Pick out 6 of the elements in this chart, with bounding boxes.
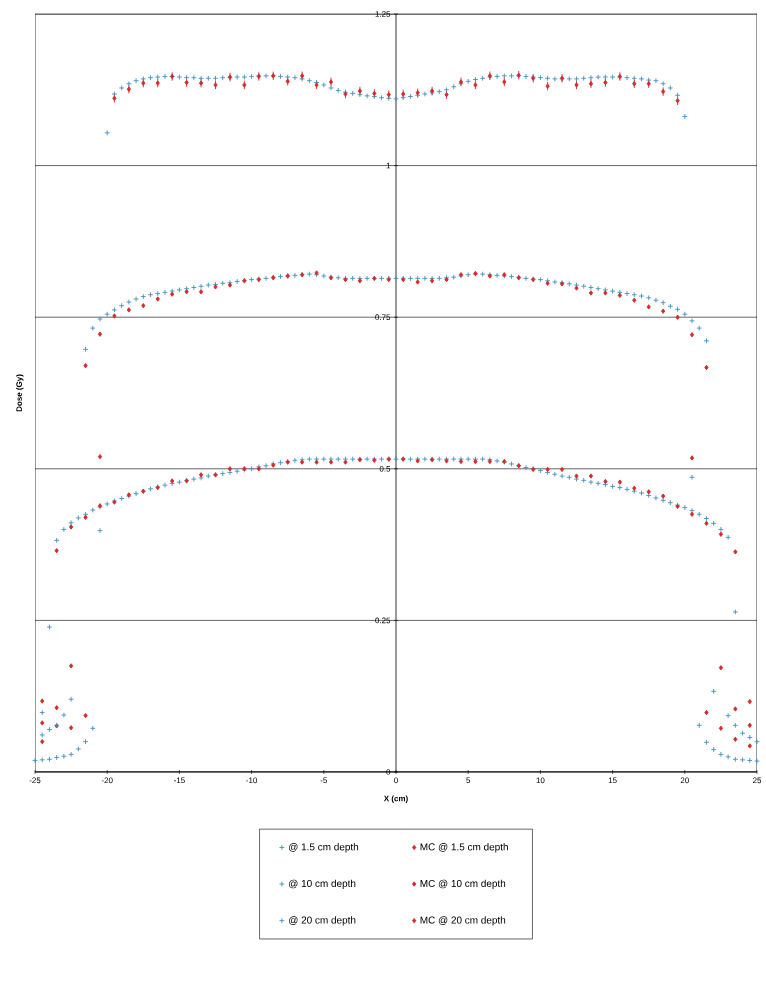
legend-label: MC @ 1.5 cm depth xyxy=(420,843,508,853)
legend-label: MC @ 20 cm depth xyxy=(420,916,506,926)
legend-label: @ 1.5 cm depth xyxy=(289,843,359,853)
legend-label: MC @ 10 cm depth xyxy=(420,879,506,889)
legend-label: @ 20 cm depth xyxy=(289,916,356,926)
legend-label: @ 10 cm depth xyxy=(289,879,356,889)
